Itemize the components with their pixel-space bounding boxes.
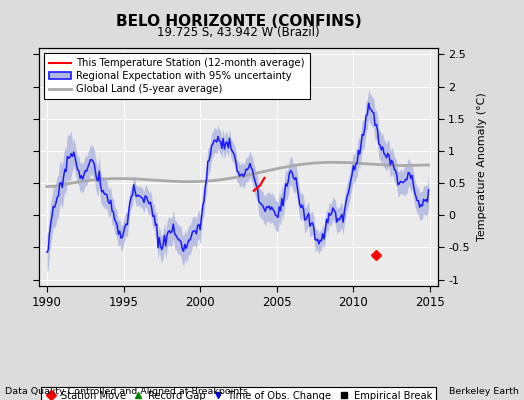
Y-axis label: Temperature Anomaly (°C): Temperature Anomaly (°C) xyxy=(476,93,486,241)
Legend: Station Move, Record Gap, Time of Obs. Change, Empirical Break: Station Move, Record Gap, Time of Obs. C… xyxy=(41,387,436,400)
Text: Berkeley Earth: Berkeley Earth xyxy=(449,387,519,396)
Text: BELO HORIZONTE (CONFINS): BELO HORIZONTE (CONFINS) xyxy=(116,14,361,29)
Text: 19.725 S, 43.942 W (Brazil): 19.725 S, 43.942 W (Brazil) xyxy=(157,26,320,39)
Text: Data Quality Controlled and Aligned at Breakpoints: Data Quality Controlled and Aligned at B… xyxy=(5,387,248,396)
